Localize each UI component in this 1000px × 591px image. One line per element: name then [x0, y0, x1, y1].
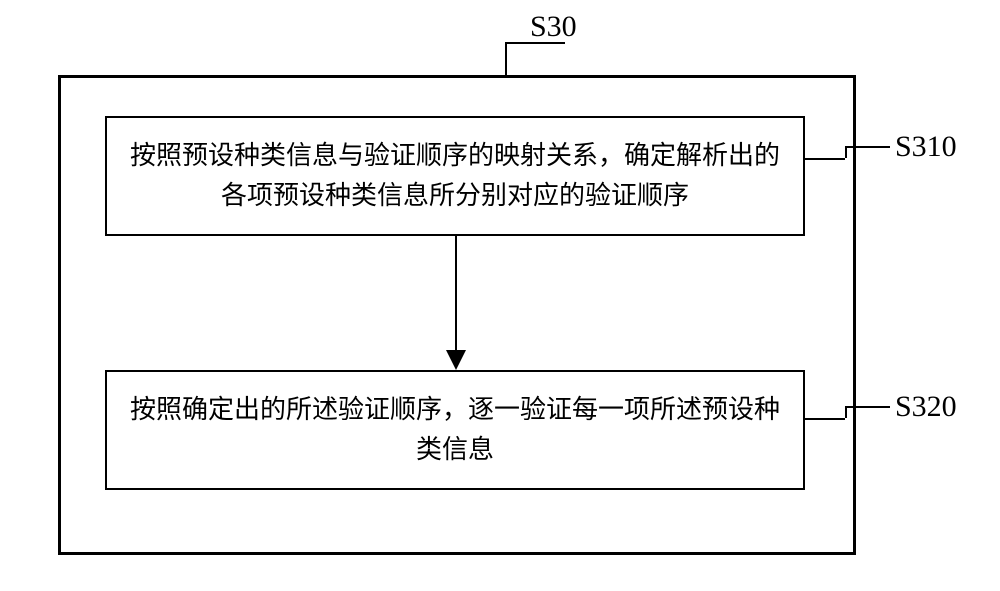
arrow-head-icon	[446, 350, 466, 370]
step-label-s310: S310	[895, 130, 957, 164]
leader-line	[505, 42, 565, 44]
leader-line	[845, 146, 890, 148]
outer-label: S30	[530, 10, 577, 44]
leader-line	[805, 158, 845, 160]
leader-line	[505, 42, 507, 75]
step-box-s320: 按照确定出的所述验证顺序，逐一验证每一项所述预设种类信息	[105, 370, 805, 490]
step-text-s310: 按照预设种类信息与验证顺序的映射关系，确定解析出的各项预设种类信息所分别对应的验…	[127, 136, 783, 217]
step-label-s320: S320	[895, 390, 957, 424]
leader-line	[805, 418, 845, 420]
step-text-s320: 按照确定出的所述验证顺序，逐一验证每一项所述预设种类信息	[127, 390, 783, 471]
step-box-s310: 按照预设种类信息与验证顺序的映射关系，确定解析出的各项预设种类信息所分别对应的验…	[105, 116, 805, 236]
diagram-canvas: 按照预设种类信息与验证顺序的映射关系，确定解析出的各项预设种类信息所分别对应的验…	[0, 0, 1000, 591]
leader-line	[845, 406, 890, 408]
arrow-line	[455, 236, 457, 350]
